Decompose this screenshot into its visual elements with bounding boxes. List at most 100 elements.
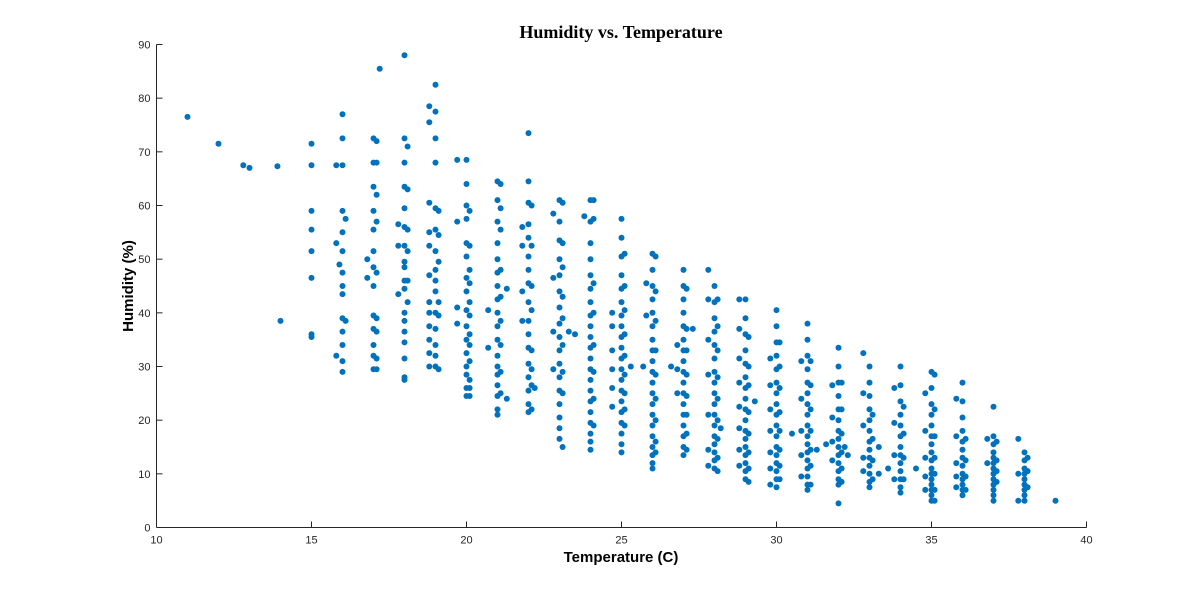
- data-point: [798, 358, 805, 365]
- data-point: [928, 422, 935, 429]
- data-point: [773, 433, 780, 440]
- data-point: [621, 390, 628, 397]
- data-point: [401, 159, 408, 166]
- data-point: [556, 304, 563, 311]
- data-point: [426, 272, 433, 279]
- data-point: [897, 382, 904, 389]
- data-point: [674, 366, 681, 373]
- data-point: [897, 422, 904, 429]
- data-point: [835, 363, 842, 370]
- data-point: [497, 226, 504, 233]
- data-point: [705, 266, 712, 273]
- data-point: [742, 347, 749, 354]
- data-point: [466, 342, 473, 348]
- data-point: [401, 205, 408, 212]
- data-point: [525, 178, 532, 185]
- data-point: [649, 309, 656, 316]
- data-point: [556, 334, 563, 340]
- data-point: [711, 390, 718, 397]
- data-point: [339, 368, 346, 375]
- data-point: [714, 468, 721, 475]
- data-point: [556, 347, 563, 354]
- data-point: [404, 248, 411, 255]
- data-point: [680, 379, 687, 386]
- data-point: [649, 401, 656, 408]
- data-point: [587, 446, 594, 453]
- data-point: [587, 334, 594, 340]
- data-point: [572, 331, 578, 338]
- data-point: [798, 473, 805, 480]
- data-point: [711, 283, 718, 289]
- data-point: [990, 486, 997, 493]
- data-point: [807, 406, 814, 413]
- data-point: [525, 130, 532, 137]
- data-point: [807, 358, 814, 365]
- data-point: [835, 435, 842, 442]
- data-point: [776, 363, 783, 370]
- data-point: [432, 342, 439, 348]
- data-point: [466, 266, 473, 273]
- y-tick-label: 30: [138, 362, 150, 374]
- data-point: [913, 465, 919, 472]
- data-point: [897, 460, 904, 467]
- data-point: [432, 159, 439, 166]
- data-point: [426, 199, 433, 206]
- data-point: [401, 264, 408, 271]
- data-point: [559, 315, 566, 322]
- data-point: [333, 240, 340, 247]
- data-point: [559, 240, 566, 247]
- data-point: [401, 317, 408, 324]
- data-point: [370, 264, 377, 271]
- data-point: [432, 352, 439, 359]
- data-point: [990, 449, 997, 456]
- y-tick-label: 40: [138, 308, 150, 320]
- data-point: [618, 215, 625, 222]
- data-point: [339, 207, 346, 214]
- y-ticks: 0 10 20 30 40 50 60 70 80 90: [138, 40, 163, 535]
- data-point: [559, 390, 566, 397]
- data-point: [869, 411, 876, 418]
- data-point: [705, 462, 712, 469]
- data-point: [609, 385, 616, 391]
- data-point: [609, 366, 616, 373]
- data-point: [804, 401, 811, 408]
- data-point: [767, 449, 774, 456]
- data-point: [333, 352, 340, 359]
- data-point: [587, 438, 594, 445]
- x-tick-label: 25: [615, 535, 627, 547]
- data-point: [838, 379, 845, 386]
- data-point: [618, 376, 625, 383]
- data-point: [426, 350, 433, 357]
- data-point: [609, 309, 616, 316]
- data-point: [494, 363, 501, 370]
- data-point: [736, 355, 743, 362]
- data-point: [773, 352, 780, 359]
- data-point: [525, 253, 532, 260]
- data-point: [652, 288, 659, 295]
- data-point: [590, 309, 597, 316]
- data-point: [835, 444, 842, 450]
- data-point: [680, 422, 687, 429]
- data-point: [928, 492, 935, 499]
- data-point: [373, 328, 380, 335]
- data-point: [621, 406, 628, 413]
- data-point: [373, 138, 380, 145]
- data-point: [714, 395, 721, 402]
- data-point: [652, 417, 659, 424]
- data-point: [891, 419, 898, 426]
- data-point: [773, 422, 780, 429]
- data-point: [587, 299, 594, 306]
- data-point: [401, 242, 408, 249]
- data-point: [494, 382, 501, 389]
- data-point: [494, 336, 501, 343]
- x-tick-label: 10: [150, 535, 162, 547]
- y-tick-label: 0: [144, 523, 150, 535]
- data-point: [866, 363, 873, 370]
- data-point: [609, 403, 616, 410]
- data-point: [587, 323, 594, 330]
- data-point: [807, 382, 814, 389]
- data-point: [339, 283, 346, 289]
- data-point: [844, 452, 851, 459]
- data-point: [485, 344, 492, 351]
- data-point: [463, 323, 470, 330]
